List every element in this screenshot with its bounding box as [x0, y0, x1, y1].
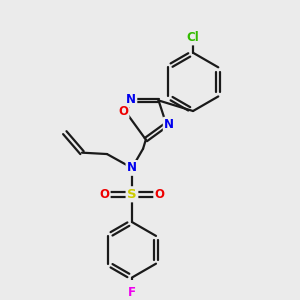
Text: F: F: [128, 286, 136, 299]
Text: O: O: [99, 188, 109, 201]
Text: Cl: Cl: [187, 31, 200, 44]
Text: O: O: [118, 105, 128, 118]
Text: N: N: [126, 93, 136, 106]
Text: N: N: [164, 118, 174, 131]
Text: S: S: [127, 188, 137, 201]
Text: O: O: [155, 188, 165, 201]
Text: N: N: [127, 161, 137, 174]
